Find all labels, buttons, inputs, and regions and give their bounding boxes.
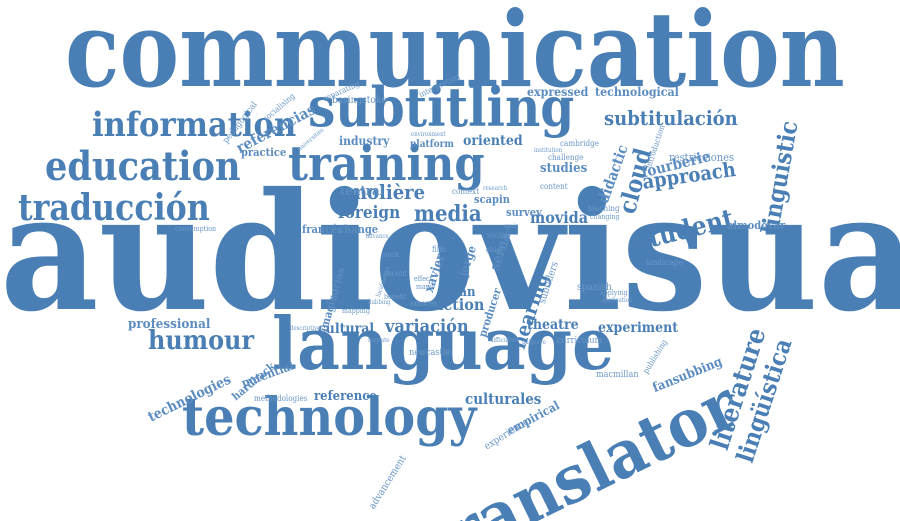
word-advance: advance (366, 233, 389, 240)
word-basingstoke: basingstoke (332, 95, 387, 106)
word-social: social (487, 231, 508, 240)
word-technology: technology (182, 387, 477, 448)
word-change: change (338, 223, 379, 236)
word-cambridge: cambridge (560, 139, 599, 148)
word-environment: environment (411, 131, 446, 138)
word-teatral: teatral (340, 184, 385, 199)
word-advancement: advancement (367, 453, 409, 512)
word-recent: recent (384, 269, 408, 278)
word-effect: effect (414, 275, 432, 283)
word-subtitulacion: subtitulación (604, 106, 738, 130)
word-teaching: teaching (588, 204, 620, 213)
word-audiovisual: audiovisual (0, 158, 900, 348)
word-foreign: foreign (338, 203, 401, 223)
word-global: global (486, 247, 503, 254)
word-culturales: culturales (465, 390, 542, 408)
word-theatre: theatre (527, 317, 579, 333)
word-restricciones: restricciones (669, 151, 735, 164)
word-descriptive: descriptive (290, 325, 321, 332)
word-applying: applying (600, 289, 628, 297)
word-movida: movida (530, 208, 589, 227)
word-amores: amores (410, 299, 437, 308)
word-context: context (452, 187, 480, 196)
word-mapping: mapping (342, 307, 370, 315)
word-expressed: expressed (527, 85, 589, 99)
word-variacion: variación (385, 316, 469, 337)
word-reference: reference (314, 389, 377, 404)
word-subtitling: subtitling (308, 75, 575, 139)
word-palgrave: palgrave (522, 339, 546, 346)
word-spanish: spanish (577, 282, 612, 293)
word-industry: industry (339, 134, 390, 148)
word-dubbing: dubbing (368, 299, 391, 306)
word-traduccion: traducción (18, 187, 210, 229)
word-professional: professional (128, 317, 211, 332)
word-communication: communication (65, 0, 845, 111)
word-benefit: benefit (384, 293, 407, 301)
word-humour: humour (148, 326, 255, 356)
word-migrate: migrate (368, 337, 390, 344)
word-training: training (288, 136, 485, 192)
word-changing: changing (590, 213, 620, 221)
word-challenge: challenge (548, 153, 584, 162)
word-information: information (92, 105, 297, 145)
word-difficulties: difficulties (490, 337, 519, 344)
word-media: media (414, 201, 482, 227)
word-technological: technological (595, 85, 679, 99)
word-methodologies: methodologies (254, 394, 308, 403)
word-cultural: cultural (318, 321, 375, 337)
word-scapin: scapin (474, 193, 510, 206)
word-experiment: experiment (598, 320, 679, 336)
word-newcastle: newcastle (409, 348, 451, 358)
word-many: many (416, 283, 434, 291)
word-curriculum: curriculum (557, 336, 603, 346)
word-language: language (272, 301, 615, 386)
word-film: film (432, 245, 446, 254)
word-research: research (483, 185, 508, 192)
word-spain: spain (504, 223, 519, 230)
word-institution: institution (534, 147, 563, 154)
word-dolan: dolan (439, 285, 476, 300)
word-frances: francés (302, 223, 343, 236)
word-almodovar: almodóvar (727, 219, 786, 232)
word-practice: practice (241, 146, 287, 159)
word-studies: studies (540, 161, 588, 176)
word-landscape: landscape (646, 258, 683, 267)
word-oriented: oriented (463, 133, 523, 149)
word-content: content (540, 182, 568, 191)
word-action: action (434, 295, 485, 314)
word-macmillan: macmillan (596, 370, 639, 380)
word-education: education (45, 143, 241, 190)
word-survey: survey (506, 206, 542, 219)
word-consumption: consumption (175, 225, 217, 233)
word-stock: stock (382, 251, 399, 259)
word-moliere: molière (348, 180, 426, 204)
word-platform: platform (410, 139, 454, 150)
word-application: application (602, 297, 633, 304)
